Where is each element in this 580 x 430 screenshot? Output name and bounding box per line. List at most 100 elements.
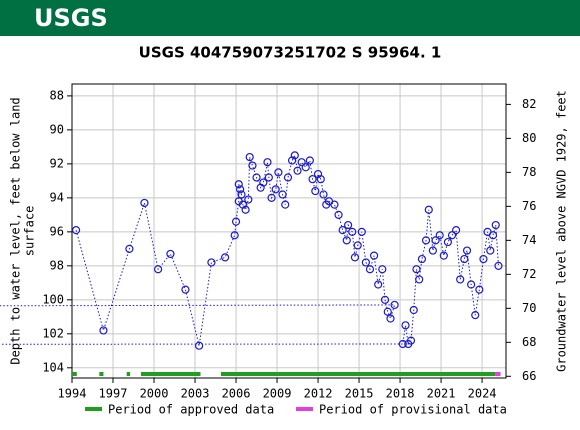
data-point: [494, 261, 503, 270]
x-tick-label: 2012: [304, 387, 333, 401]
data-point: [244, 195, 253, 204]
data-point: [378, 265, 387, 274]
data-point: [383, 307, 392, 316]
data-point: [342, 236, 351, 245]
data-point: [348, 227, 357, 236]
x-tick-label: 2006: [222, 387, 251, 401]
data-point: [125, 244, 134, 253]
y-tick-label: 90: [50, 122, 64, 136]
data-point: [443, 237, 453, 247]
data-point: [475, 285, 484, 294]
data-point: [308, 175, 317, 184]
x-tick-label: 2018: [386, 387, 415, 401]
data-point: [488, 231, 498, 240]
period-bar: [126, 372, 131, 376]
data-point: [424, 205, 433, 214]
data-point: [460, 254, 469, 264]
data-point: [479, 254, 488, 264]
x-tick-label: 1997: [99, 387, 128, 401]
data-point: [267, 193, 276, 202]
period-bar: [72, 372, 77, 376]
data-point: [140, 198, 149, 208]
period-bar: [99, 372, 104, 376]
data-point: [452, 226, 461, 235]
data-point: [283, 173, 293, 182]
x-tick-label: 2021: [427, 387, 456, 401]
data-point: [353, 241, 362, 250]
y2-tick-label: 78: [522, 165, 536, 179]
header-band: [0, 0, 580, 36]
y-tick-label: 100: [42, 292, 64, 306]
data-point: [231, 217, 241, 226]
data-point: [409, 305, 418, 315]
data-point: [263, 158, 272, 167]
data-point: [447, 231, 457, 240]
data-point: [401, 321, 410, 330]
y-tick-label: 88: [50, 88, 64, 102]
data-point: [491, 220, 500, 230]
data-point: [330, 200, 339, 209]
data-point: [248, 161, 257, 170]
data-point: [486, 246, 495, 255]
data-point: [390, 300, 399, 310]
period-bar: [141, 372, 201, 376]
x-tick-label: 2024: [468, 387, 497, 401]
data-point: [241, 205, 250, 214]
y-tick-label: 98: [50, 258, 64, 272]
plot-frame: [71, 83, 507, 379]
data-point: [344, 220, 353, 230]
y2-tick-label: 68: [522, 335, 536, 349]
data-point: [421, 236, 431, 245]
data-point: [290, 151, 299, 160]
data-point: [462, 246, 472, 255]
data-point: [316, 175, 325, 184]
data-point: [365, 265, 375, 274]
data-point: [467, 280, 476, 289]
data-point: [431, 236, 440, 245]
data-point: [374, 280, 383, 289]
x-tick-label: 2009: [263, 387, 292, 401]
y-tick-label: 102: [42, 326, 64, 340]
logo: USGS: [34, 4, 108, 32]
legend-label: Period of provisional data: [319, 403, 507, 417]
data-point: [319, 190, 328, 199]
y-tick-label: 104: [42, 360, 64, 374]
chart-title: USGS 404759073251702 S 95964. 1: [139, 44, 442, 62]
data-point: [195, 341, 204, 350]
data-point: [338, 226, 347, 235]
x-tick-label: 1994: [58, 387, 87, 401]
data-point: [301, 163, 310, 172]
data-point: [230, 231, 239, 240]
y2-axis-label: Groundwater level above NGVD 1929, feet: [555, 90, 569, 372]
y2-tick-label: 70: [522, 301, 536, 315]
y2-tick-label: 76: [522, 199, 536, 213]
data-point: [412, 265, 421, 274]
data-point: [350, 253, 360, 262]
data-point: [207, 258, 216, 267]
data-point: [305, 156, 314, 165]
data-point: [278, 190, 287, 199]
y2-tick-label: 82: [522, 97, 536, 111]
period-bar: [495, 372, 501, 376]
y2-tick-label: 74: [522, 233, 536, 247]
data-point: [293, 166, 302, 175]
data-point: [245, 152, 254, 162]
data-point: [311, 186, 320, 196]
data-point: [99, 326, 108, 335]
data-point: [398, 339, 407, 349]
y2-tick-label: 72: [522, 267, 536, 281]
data-point: [237, 190, 246, 199]
data-point: [361, 258, 370, 267]
data-point: [271, 185, 280, 194]
series-line: [0, 153, 499, 346]
data-point: [234, 180, 243, 189]
data-point: [369, 251, 379, 260]
data-point: [428, 246, 437, 255]
data-point: [334, 210, 343, 219]
period-bar: [220, 372, 496, 376]
y2-tick-label: 80: [522, 131, 536, 145]
data-point: [417, 254, 427, 264]
legend-label: Period of approved data: [108, 403, 274, 417]
data-point: [72, 226, 81, 235]
